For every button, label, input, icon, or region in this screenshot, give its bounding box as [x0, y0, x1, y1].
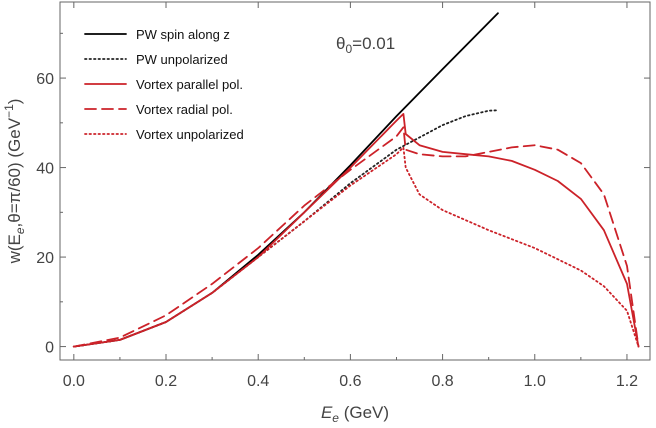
x-tick-label: 0.8 [431, 373, 453, 390]
theta-annotation: θ0=0.01 [336, 34, 395, 56]
legend-entry: PW spin along z [136, 27, 230, 42]
tick-labels: 0.0 0.2 0.4 0.6 0.8 1.0 1.2 0 20 40 60 [36, 71, 638, 390]
series-lines [72, 12, 640, 348]
y-tick-label: 40 [36, 161, 54, 178]
legend-entry: Vortex unpolarized [136, 127, 244, 142]
y-tick-label: 60 [36, 71, 54, 88]
legend-entry: PW unpolarized [136, 52, 228, 67]
tick-marks [60, 2, 650, 360]
x-tick-label: 1.2 [616, 373, 638, 390]
series-line-3 [72, 126, 640, 348]
plot-frame [59, 1, 651, 361]
y-tick-label: 0 [45, 340, 54, 357]
x-tick-label: 1.0 [524, 373, 546, 390]
x-axis-label: Ee (GeV) [321, 403, 389, 425]
x-tick-label: 0.2 [155, 373, 177, 390]
x-tick-label: 0.6 [339, 373, 361, 390]
series-line-2 [72, 113, 640, 348]
y-tick-label: 20 [36, 250, 54, 267]
legend: PW spin along z PW unpolarized Vortex para… [84, 27, 244, 142]
x-tick-label: 0.0 [63, 373, 85, 390]
y-axis-label: w(Ee,θ=π/60) (GeV−1) [2, 99, 27, 265]
series-line-4 [72, 146, 640, 348]
x-tick-label: 0.4 [247, 373, 269, 390]
legend-entry: Vortex radial pol. [136, 102, 233, 117]
legend-entry: Vortex parallel pol. [136, 77, 243, 92]
